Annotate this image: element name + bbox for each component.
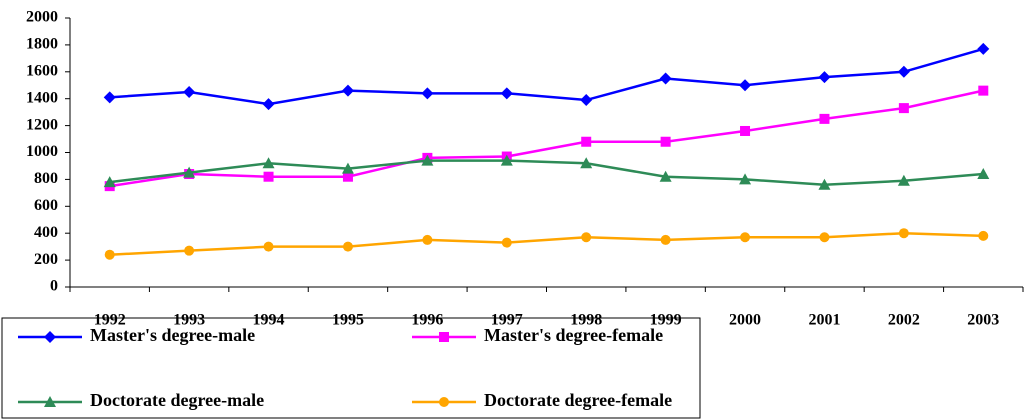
x-tick-label: 2001 [808,312,840,329]
marker [104,249,115,260]
x-tick-label: 1998 [570,312,602,329]
marker [421,87,434,100]
marker [103,176,116,188]
legend-label: Doctorate degree-female [484,390,672,410]
marker [501,237,512,248]
marker [977,42,990,55]
x-tick-label: 1993 [173,312,205,329]
marker [898,228,909,239]
marker [580,94,593,107]
y-tick-label: 800 [34,170,58,187]
marker [263,171,274,182]
legend-marker [44,331,56,343]
marker [422,234,433,245]
marker [819,113,830,124]
y-tick-label: 1400 [26,89,58,106]
y-tick-label: 1800 [26,36,58,53]
marker [740,125,751,136]
marker [819,232,830,243]
legend-marker [44,396,56,407]
y-tick-label: 1000 [26,143,58,160]
y-tick-label: 2000 [26,9,58,26]
marker [739,173,752,185]
marker [262,98,275,111]
marker [660,234,671,245]
x-tick-label: 2003 [967,312,999,329]
marker [500,87,513,100]
marker [341,84,354,97]
marker [183,85,196,98]
marker [977,168,990,180]
marker [341,162,354,174]
x-tick-label: 1994 [253,312,285,329]
marker [580,157,593,169]
y-tick-label: 200 [34,251,58,268]
x-tick-label: 1995 [332,312,364,329]
series-line [109,47,984,106]
x-tick-label: 1996 [411,312,443,329]
legend-label: Doctorate degree-male [90,390,264,410]
x-tick-label: 2002 [888,312,920,329]
marker [818,178,831,190]
marker [818,71,831,84]
marker [659,72,672,85]
marker [342,241,353,252]
y-tick-label: 1200 [26,116,58,133]
marker [740,232,751,243]
x-tick-label: 1992 [94,312,126,329]
marker [978,85,989,96]
series-line [109,231,984,256]
marker [262,157,275,169]
legend-label: Master's degree-male [90,325,255,345]
marker [581,136,592,147]
marker [263,241,274,252]
x-tick-label: 2000 [729,312,761,329]
marker [581,232,592,243]
y-tick-label: 1600 [26,62,58,79]
legend-marker [439,332,449,342]
x-tick-label: 1999 [650,312,682,329]
marker [421,154,434,166]
marker [897,65,910,78]
marker [500,154,513,166]
series-line [109,89,984,188]
y-tick-label: 400 [34,224,58,241]
legend-label: Master's degree-female [484,325,663,345]
legend-box [1,317,701,419]
marker [660,136,671,147]
marker [184,245,195,256]
y-tick-label: 600 [34,197,58,214]
marker [183,166,196,178]
series-line [109,159,984,187]
legend-marker [439,397,449,407]
y-tick-label: 0 [50,278,58,295]
marker [103,91,116,104]
marker [898,103,909,114]
x-tick-label: 1997 [491,312,523,329]
marker [659,170,672,182]
marker [342,171,353,182]
marker [978,230,989,241]
marker [739,79,752,92]
marker [897,174,910,186]
